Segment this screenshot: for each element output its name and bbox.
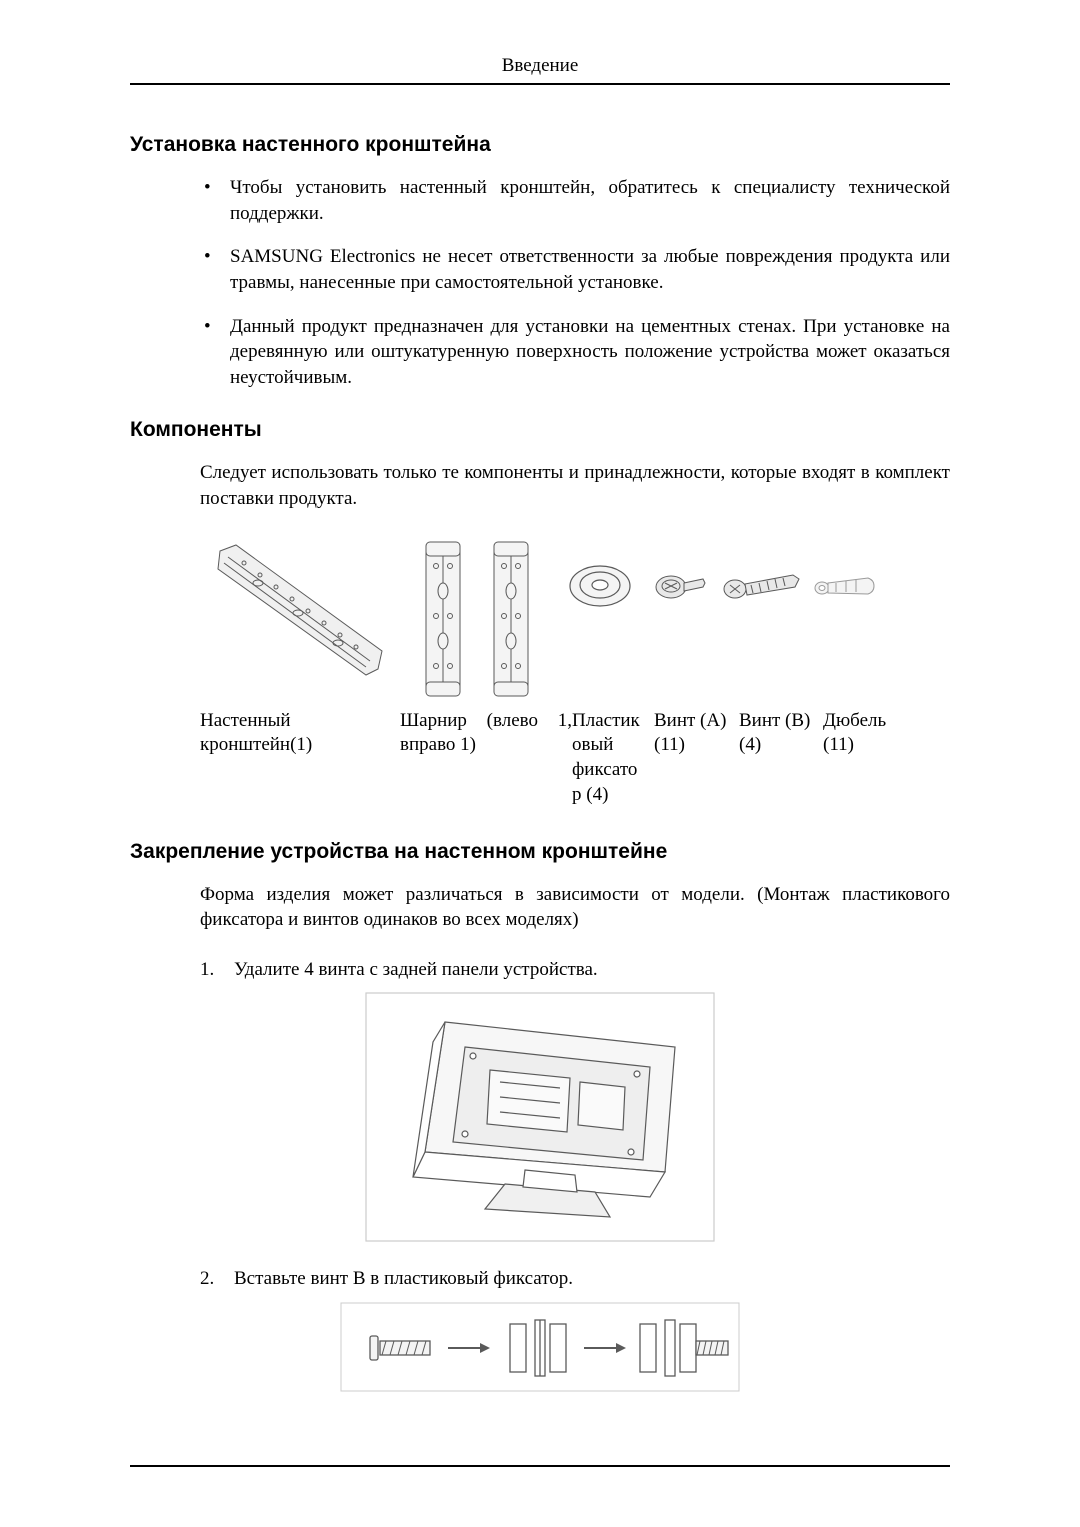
component-label: Винт (A) (11) [654, 709, 739, 808]
label-text: Винт (A) [654, 709, 739, 734]
component-label: Настенный кронштейн(1) [200, 709, 400, 808]
bullet-item: • Данный продукт предназначен для устано… [200, 314, 950, 391]
screw-insert-figure [130, 1302, 950, 1392]
component-label: Пластик овый фиксато р (4) [572, 709, 654, 808]
bullet-dot-icon: • [200, 244, 230, 295]
footer-rule [130, 1465, 950, 1467]
label-text: (11) [823, 733, 898, 758]
components-labels-row: Настенный кронштейн(1) Шарнир (влево 1, … [200, 709, 950, 808]
step-number: 2. [200, 1266, 234, 1292]
bullet-text: SAMSUNG Electronics не несет ответственн… [230, 244, 950, 295]
label-text: кронштейн(1) [200, 733, 400, 758]
step-text: Удалите 4 винта с задней панели устройст… [234, 957, 598, 983]
components-intro: Следует использовать только те компонент… [200, 460, 950, 511]
plastic-washer-icon [555, 551, 645, 621]
bullet-text: Чтобы установить настенный кронштейн, об… [230, 175, 950, 226]
label-text: (11) [654, 733, 739, 758]
step-item: 1. Удалите 4 винта с задней панели устро… [200, 957, 950, 983]
label-text: вправо 1) [400, 733, 572, 758]
label-text: Винт (B) [739, 709, 823, 734]
bullet-item: • Чтобы установить настенный кронштейн, … [200, 175, 950, 226]
label-text: фиксато [572, 758, 654, 783]
component-label: Дюбель (11) [823, 709, 898, 808]
label-text: Шарнир (влево 1, [400, 709, 572, 734]
anchor-icon [807, 551, 882, 621]
step-item: 2. Вставьте винт B в пластиковый фиксато… [200, 1266, 950, 1292]
bullet-item: • SAMSUNG Electronics не несет ответстве… [200, 244, 950, 295]
step-text: Вставьте винт B в пластиковый фиксатор. [234, 1266, 573, 1292]
section-heading-install: Установка настенного кронштейна [130, 133, 950, 157]
label-text: Настенный [200, 709, 400, 734]
label-text: р (4) [572, 783, 654, 808]
page-header-title: Введение [130, 55, 950, 85]
wall-bracket-icon [200, 536, 400, 701]
bullet-dot-icon: • [200, 314, 230, 391]
screw-a-icon [645, 551, 717, 621]
components-images-row [200, 536, 950, 701]
bullet-text: Данный продукт предназначен для установк… [230, 314, 950, 391]
component-label: Шарнир (влево 1, вправо 1) [400, 709, 572, 808]
tv-back-figure [130, 992, 950, 1242]
hinge-icon [400, 536, 555, 701]
label-text: овый [572, 733, 654, 758]
mount-intro: Форма изделия может различаться в зависи… [200, 882, 950, 933]
component-label: Винт (B) (4) [739, 709, 823, 808]
label-text: Дюбель [823, 709, 898, 734]
section-heading-components: Компоненты [130, 418, 950, 442]
bullet-dot-icon: • [200, 175, 230, 226]
label-text: Пластик [572, 709, 654, 734]
install-bullet-list: • Чтобы установить настенный кронштейн, … [200, 175, 950, 390]
step-number: 1. [200, 957, 234, 983]
label-text: (4) [739, 733, 823, 758]
screw-b-icon [717, 551, 807, 621]
section-heading-mount: Закрепление устройства на настенном крон… [130, 840, 950, 864]
